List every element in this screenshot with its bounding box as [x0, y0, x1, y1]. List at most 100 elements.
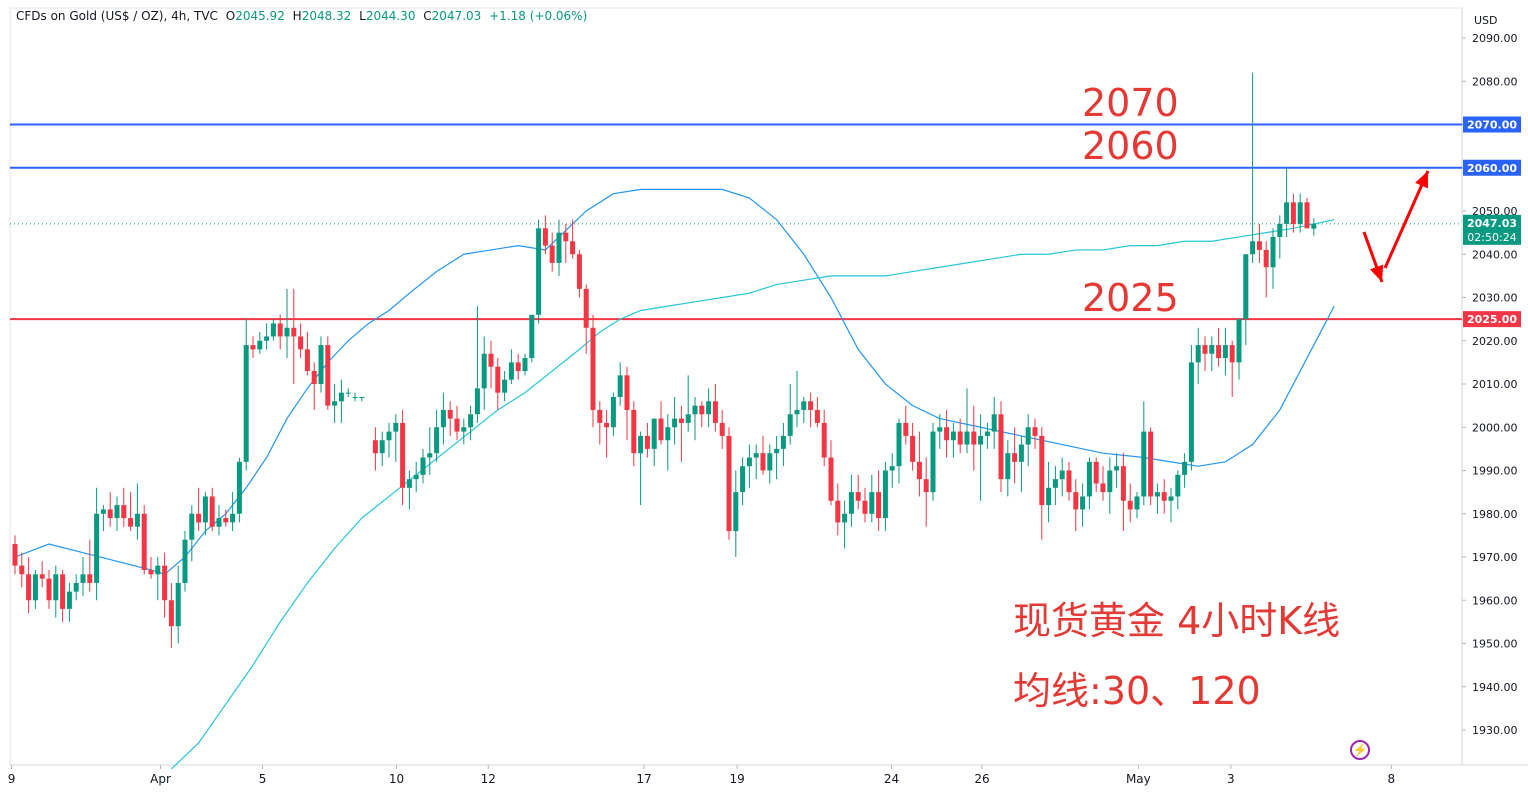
candle-up: [1277, 223, 1283, 237]
x-tick-label: 10: [389, 772, 404, 786]
candle-down: [1263, 249, 1269, 268]
x-tick-label: 24: [884, 772, 899, 786]
candles: [12, 72, 1317, 648]
candle-up: [66, 591, 72, 609]
candle-up: [801, 401, 807, 410]
candle-up: [780, 435, 786, 449]
x-tick-label: 26: [974, 772, 989, 786]
candle-up: [522, 358, 528, 372]
open-value: 2045.92: [235, 9, 285, 23]
candle-up: [978, 435, 984, 445]
candle-up: [1222, 345, 1228, 359]
y-tick-label: 2050.00: [1472, 205, 1518, 218]
candle-up: [950, 431, 956, 441]
candle-up: [352, 396, 358, 398]
candle-down: [644, 435, 650, 449]
candle-up: [53, 574, 59, 601]
candle-down: [311, 371, 317, 384]
candle-up: [474, 388, 480, 415]
candle-up: [175, 582, 181, 627]
change-value: +1.18 (+0.06%): [489, 9, 588, 23]
candle-down: [121, 505, 127, 519]
candle-down: [277, 323, 283, 337]
y-tick-label: 2000.00: [1472, 421, 1518, 434]
candle-up: [787, 414, 793, 436]
candle-up: [155, 565, 161, 575]
candle-up: [733, 492, 739, 532]
candle-up: [882, 470, 888, 519]
candle-down: [542, 228, 548, 246]
candle-up: [1141, 431, 1147, 497]
candle-down: [590, 327, 596, 410]
candle-down: [304, 349, 310, 372]
candle-down: [1304, 202, 1310, 229]
candle-down: [1093, 461, 1099, 484]
forecast-arrow-up: [1383, 170, 1430, 269]
candle-up: [508, 362, 514, 380]
open-label: O: [225, 9, 236, 23]
candle-up: [1134, 496, 1140, 510]
level-badge-label: 2070.00: [1467, 119, 1517, 132]
candle-up: [1046, 487, 1052, 506]
candle-down: [250, 345, 256, 350]
annotation-2060: 2060: [1082, 124, 1179, 168]
x-tick-label: Apr: [150, 772, 171, 786]
low-value: 2044.30: [365, 9, 416, 23]
candle-down: [291, 327, 297, 337]
x-tick-label: May: [1126, 772, 1151, 786]
candle-down: [1127, 500, 1133, 510]
candle-down: [372, 440, 378, 454]
candle-up: [651, 418, 657, 449]
candle-up: [379, 440, 385, 454]
caption-title: 现货黄金 4小时K线: [1013, 599, 1341, 643]
candle-up: [869, 492, 875, 514]
low-label: L: [359, 9, 366, 23]
candle-down: [678, 418, 684, 423]
y-tick-label: 2010.00: [1472, 378, 1518, 391]
y-tick-label: 2080.00: [1472, 75, 1518, 88]
x-tick-label: 9: [8, 772, 16, 786]
y-tick-label: 2040.00: [1472, 248, 1518, 261]
y-tick-label: 1970.00: [1472, 551, 1518, 564]
candle-down: [1120, 466, 1126, 501]
candle-up: [94, 513, 100, 583]
candle-down: [1229, 345, 1235, 363]
candle-up: [440, 409, 446, 428]
candle-down: [488, 353, 494, 367]
candle-down: [1066, 470, 1072, 493]
y-tick-label: 2090.00: [1472, 32, 1518, 45]
candle-up: [1209, 345, 1215, 354]
candle-down: [916, 461, 922, 480]
candle-up: [134, 513, 140, 527]
candle-up: [665, 427, 671, 441]
candle-down: [39, 574, 45, 579]
candle-up: [230, 513, 236, 523]
candle-down: [821, 422, 827, 458]
candle-down: [447, 409, 453, 419]
candle-down: [944, 427, 950, 441]
level-badge: [1463, 159, 1521, 176]
level-badge-label: 2025.00: [1467, 313, 1517, 326]
lightning-icon[interactable]: ⚡: [1350, 740, 1370, 760]
candle-down: [46, 578, 52, 601]
candle-down: [515, 362, 521, 372]
candle-up: [100, 509, 106, 514]
symbol-title: CFDs on Gold (US$ / OZ), 4h, TVC: [16, 9, 218, 23]
level-badge: [1463, 311, 1521, 328]
candle-up: [774, 448, 780, 454]
candle-up: [332, 401, 338, 406]
currency-label[interactable]: USD: [1474, 14, 1498, 27]
candle-up: [556, 232, 562, 263]
candle-up: [216, 518, 222, 527]
annotation-2070: 2070: [1082, 81, 1179, 125]
candle-up: [964, 431, 970, 445]
candle-up: [617, 375, 623, 397]
candle-up: [243, 345, 249, 462]
candle-down: [162, 565, 168, 601]
symbol-legend: CFDs on Gold (US$ / OZ), 4h, TVC O2045.9…: [16, 9, 587, 23]
candle-down: [828, 457, 834, 501]
y-tick-label: 2020.00: [1472, 335, 1518, 348]
candle-down: [726, 435, 732, 532]
